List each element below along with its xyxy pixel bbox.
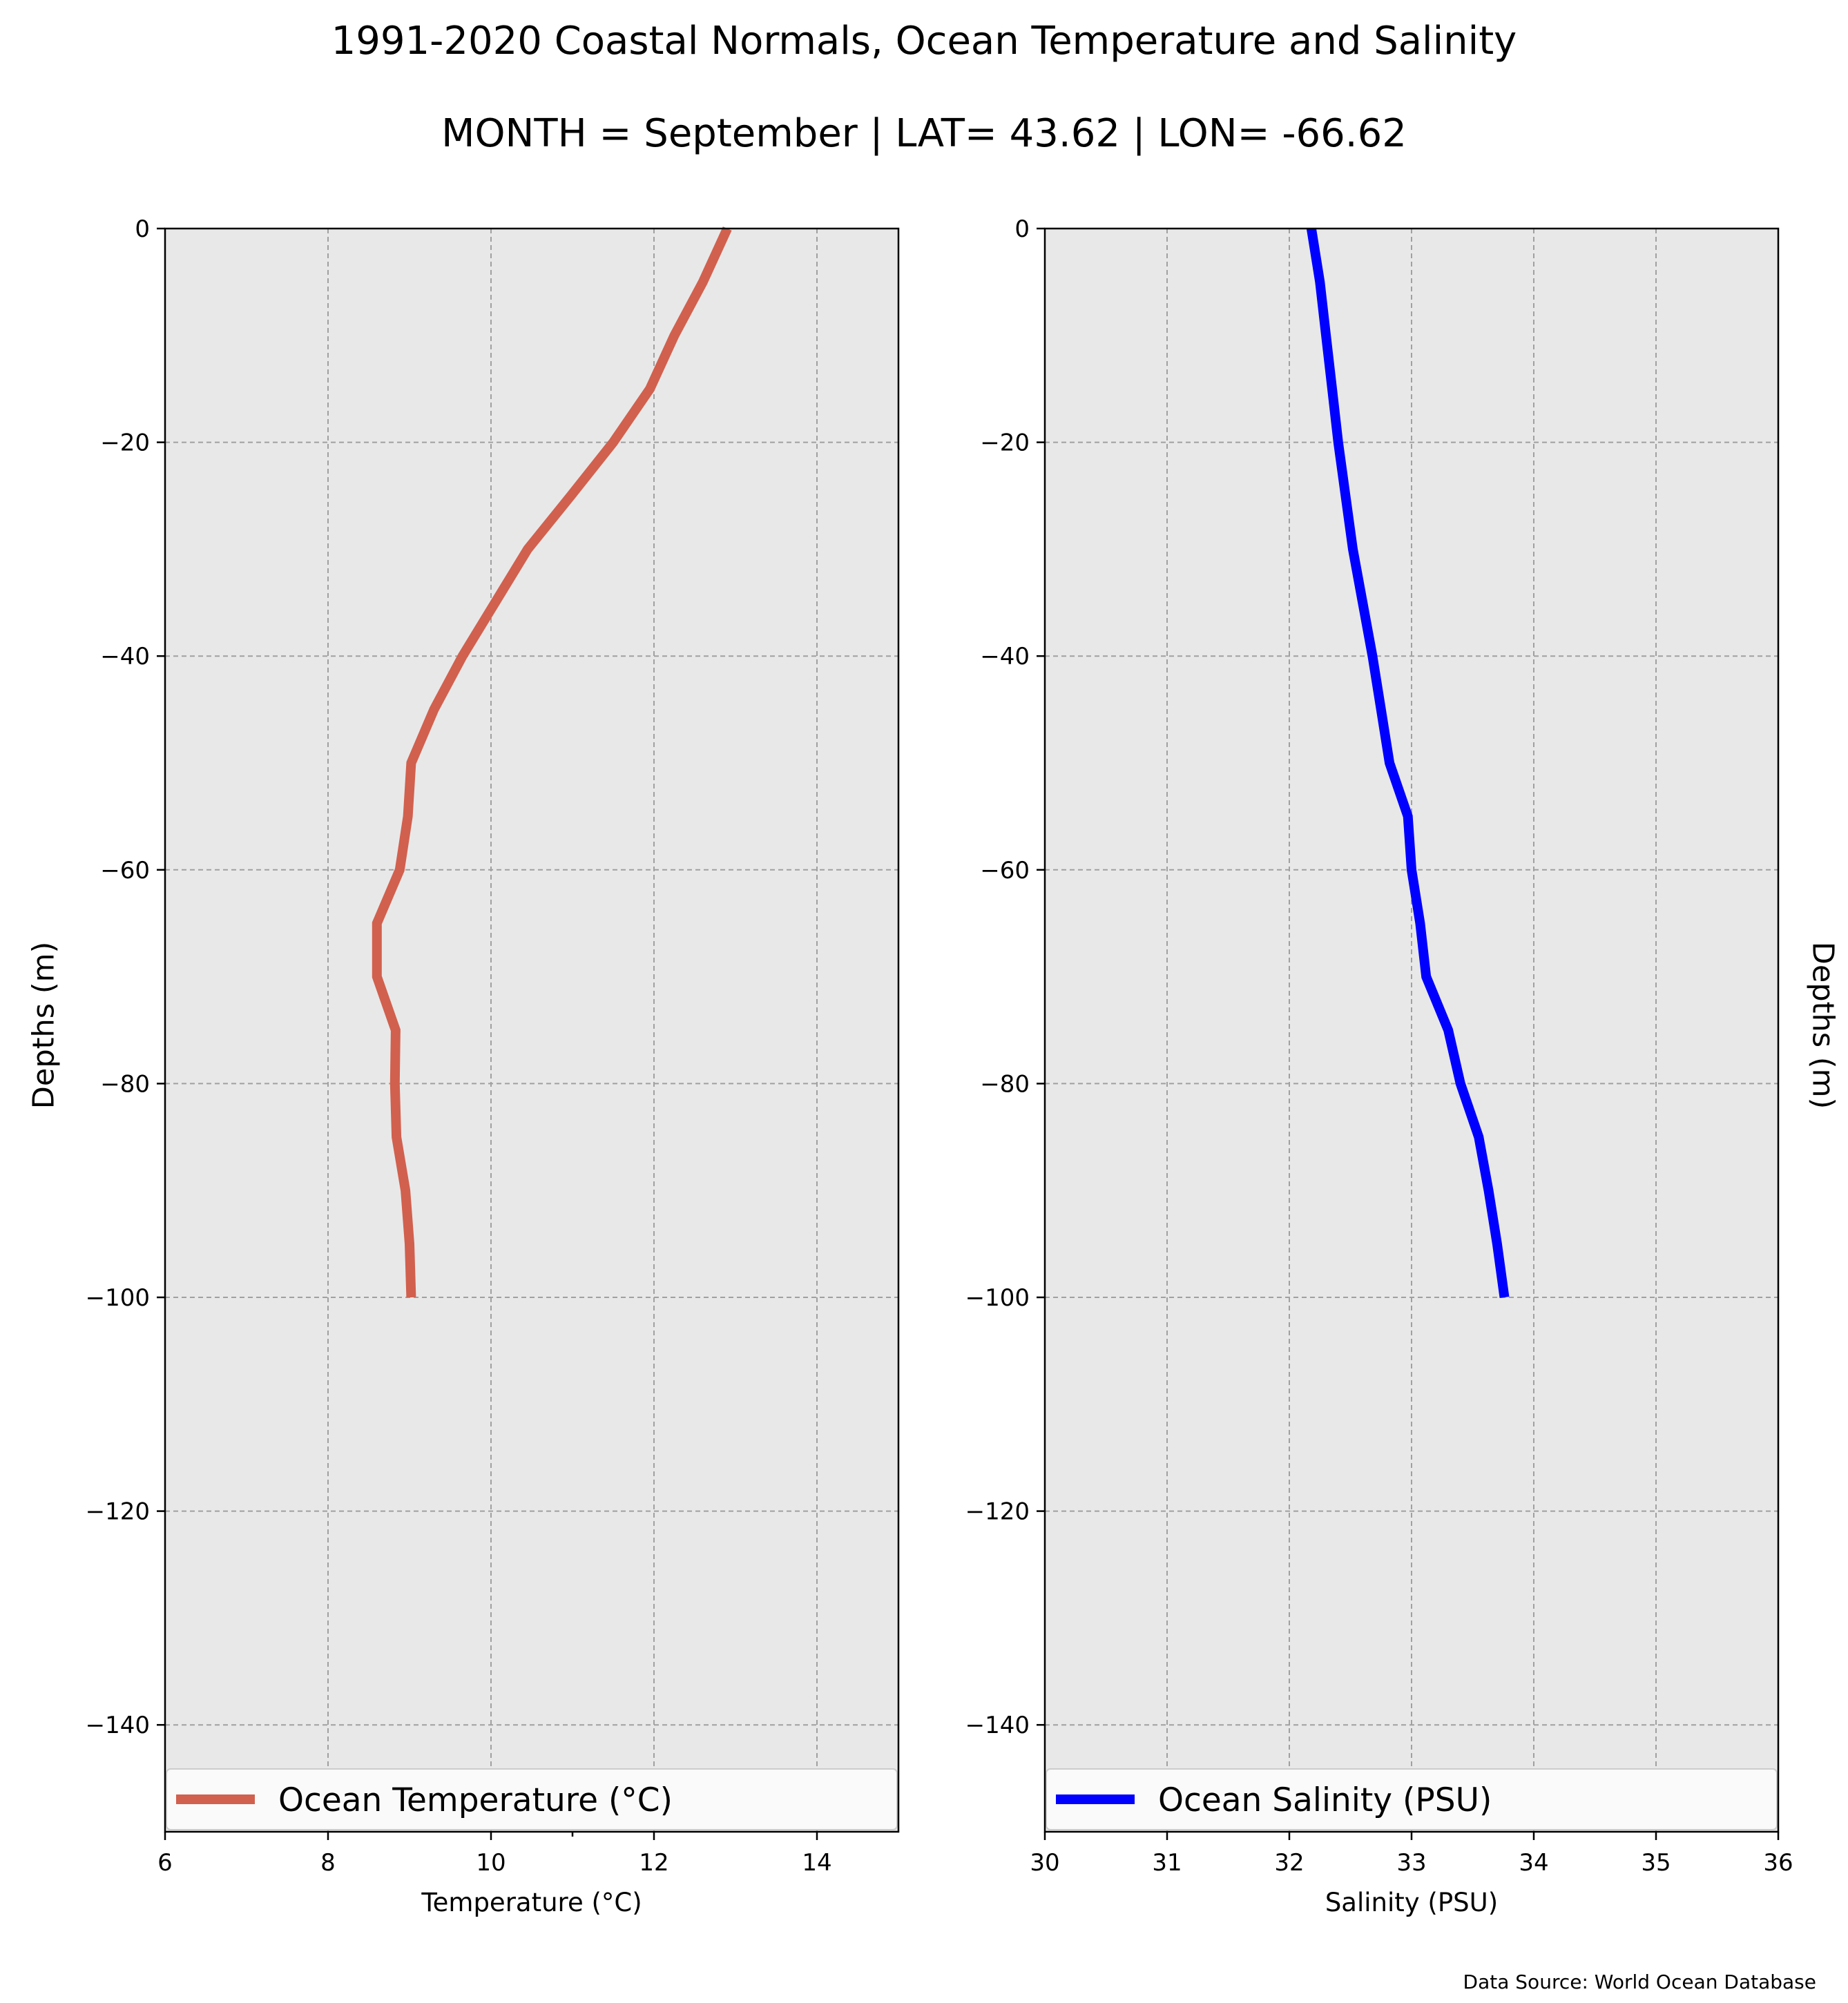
temperature-x-axis-label: Temperature (°C) (421, 1888, 642, 1917)
salinity-y-tick-label-0: 0 (1014, 215, 1030, 243)
depth-axis-label-left: Depths (m) (27, 942, 61, 1109)
salinity-legend-label: Ocean Salinity (PSU) (1158, 1781, 1492, 1819)
temperature-plot-frame (164, 227, 900, 1833)
salinity-y-tick-label-5: −100 (965, 1284, 1030, 1312)
salinity-x-tick-label-2: 32 (1274, 1849, 1304, 1877)
salinity-y-tick-label-2: −40 (980, 643, 1030, 670)
temperature-x-tick-label-1: 8 (320, 1849, 336, 1877)
temperature-y-tick-label-4: −80 (100, 1070, 150, 1098)
chart-subtitle: MONTH = September | LAT= 43.62 | LON= -6… (441, 111, 1407, 156)
temperature-y-tick-label-2: −40 (100, 643, 150, 670)
temperature-y-tick-label-0: 0 (135, 215, 150, 243)
temperature-y-tick-label-6: −120 (86, 1498, 150, 1526)
data-source-note: Data Source: World Ocean Database (1463, 1971, 1816, 1993)
salinity-panel: Ocean Salinity (PSU) 30 31 32 33 34 35 36 0 −20 −4… (965, 215, 1793, 1917)
salinity-y-tick-label-3: −60 (980, 857, 1030, 884)
temperature-legend (166, 1768, 898, 1830)
temperature-y-tick-label-7: −140 (86, 1712, 150, 1739)
chart-title: 1991-2020 Coastal Normals, Ocean Tempera… (331, 19, 1517, 64)
salinity-x-tick-label-3: 33 (1396, 1849, 1426, 1877)
salinity-y-tick-label-6: −120 (965, 1498, 1030, 1526)
temperature-plot-area (165, 229, 898, 1832)
salinity-x-tick-label-4: 34 (1519, 1849, 1548, 1877)
temperature-x-tick-label-2: 10 (476, 1849, 506, 1877)
temperature-y-tick-label-3: −60 (100, 857, 150, 884)
temperature-panel: Ocean Temperature (°C) 6 8 10 12 14 0 −20 −40 −60… (86, 215, 900, 1917)
salinity-x-tick-label-5: 35 (1641, 1849, 1671, 1877)
salinity-y-tick-label-7: −140 (965, 1712, 1030, 1739)
salinity-x-tick-label-1: 31 (1152, 1849, 1182, 1877)
salinity-y-tick-label-4: −80 (980, 1070, 1030, 1098)
salinity-x-tick-label-0: 30 (1030, 1849, 1059, 1877)
temperature-x-tick-label-0: 6 (157, 1849, 173, 1877)
temperature-y-tick-label-5: −100 (86, 1284, 150, 1312)
salinity-x-tick-label-6: 36 (1763, 1849, 1793, 1877)
salinity-series-line-0 (1306, 227, 1510, 1298)
depth-axis-label-right: Depths (m) (1806, 942, 1840, 1109)
temperature-series-line-0 (372, 226, 732, 1298)
temperature-x-tick-label-4: 14 (802, 1849, 831, 1877)
temperature-y-tick-label-1: −20 (100, 429, 150, 457)
temperature-x-tick-label-3: 12 (639, 1849, 668, 1877)
salinity-x-axis-label: Salinity (PSU) (1325, 1888, 1498, 1917)
temperature-legend-label: Ocean Temperature (°C) (278, 1781, 673, 1819)
salinity-legend (1046, 1768, 1778, 1830)
salinity-y-tick-label-1: −20 (980, 429, 1030, 457)
